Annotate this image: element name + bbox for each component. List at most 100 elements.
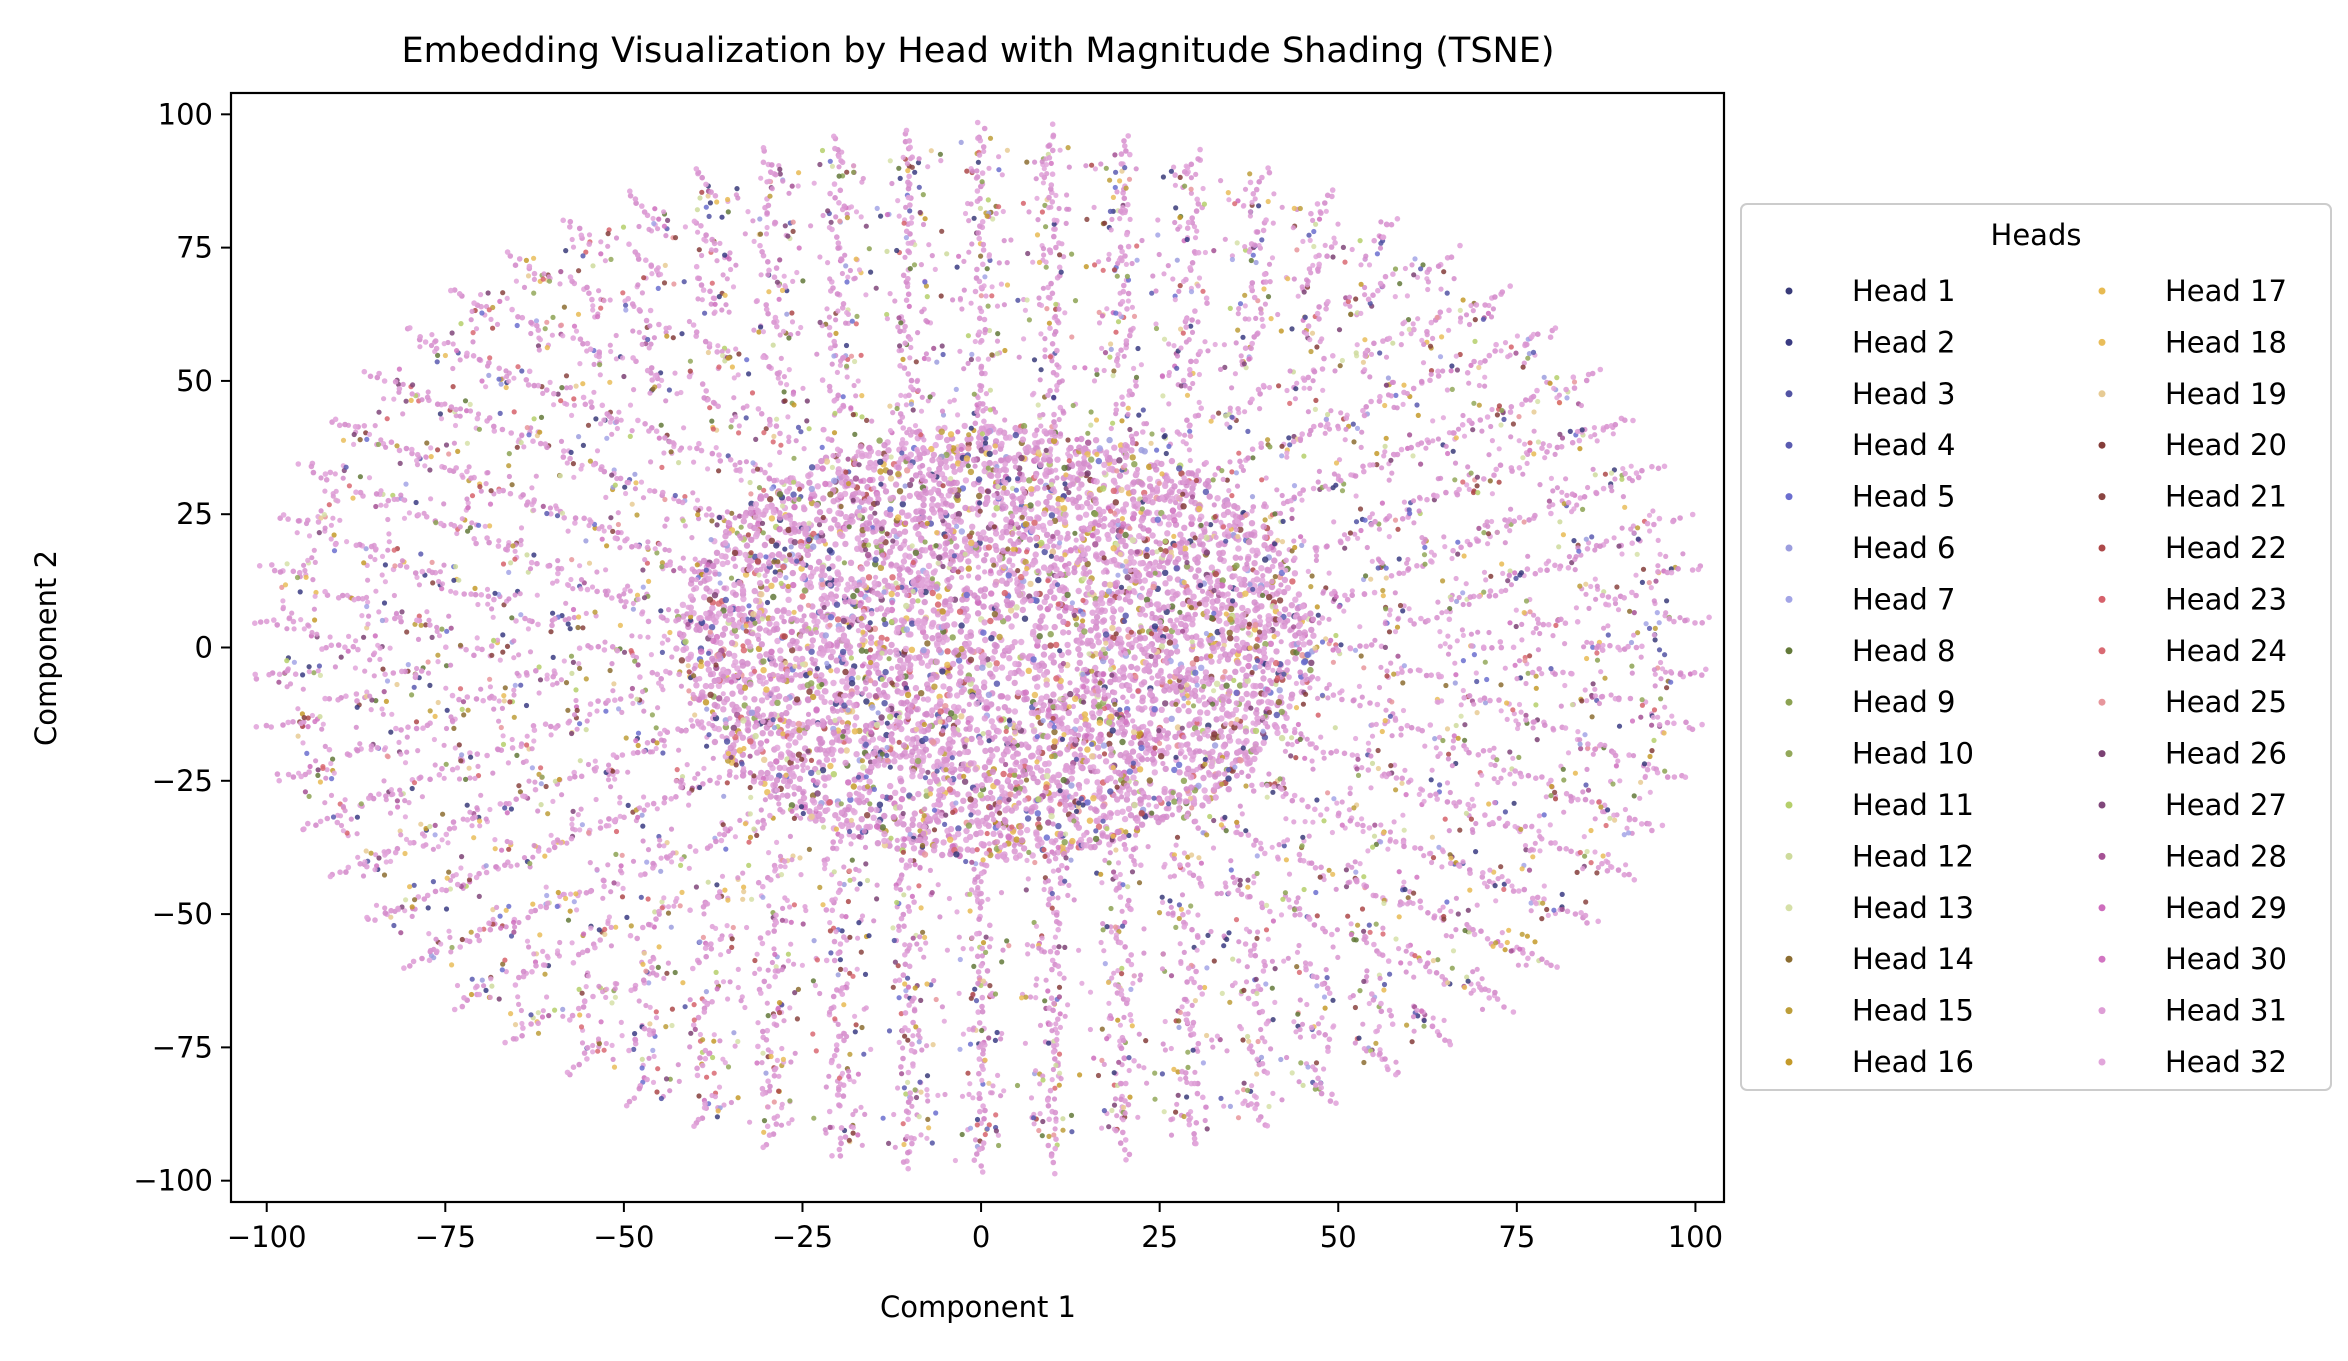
data-point (685, 655, 692, 663)
data-point (1119, 521, 1127, 528)
data-point (1172, 559, 1179, 566)
data-point (1069, 600, 1075, 606)
data-point (874, 840, 882, 847)
data-point (1265, 613, 1272, 620)
data-point (755, 508, 762, 515)
data-point (1028, 752, 1036, 760)
data-point (1014, 586, 1021, 593)
data-point (942, 509, 949, 516)
data-point (800, 794, 808, 802)
data-point (780, 608, 787, 615)
data-point (882, 668, 889, 676)
data-point (1150, 462, 1158, 469)
data-point (906, 665, 914, 673)
data-point (1096, 719, 1104, 726)
data-point (948, 528, 954, 534)
data-point (1216, 658, 1222, 665)
data-point (846, 524, 852, 530)
data-point (963, 585, 971, 592)
data-point (1135, 705, 1143, 712)
data-point (1034, 683, 1041, 690)
data-point (962, 551, 968, 557)
data-point (1013, 604, 1020, 611)
data-point (1256, 648, 1262, 654)
data-point (1123, 796, 1131, 803)
data-point (851, 599, 857, 605)
data-point (1094, 744, 1102, 751)
data-point (1095, 688, 1102, 694)
data-point (709, 655, 716, 662)
data-point (1187, 598, 1194, 605)
data-point (859, 452, 866, 460)
data-point (1109, 624, 1116, 632)
data-point (793, 672, 799, 678)
data-point (985, 729, 992, 737)
data-point (1021, 615, 1029, 622)
data-point (792, 739, 799, 746)
data-point (1124, 484, 1131, 491)
data-point (912, 524, 919, 531)
data-point (855, 675, 861, 681)
data-point (952, 730, 958, 736)
data-point (1126, 585, 1132, 591)
data-point (1138, 744, 1145, 752)
data-point (824, 660, 830, 667)
data-point (770, 593, 777, 601)
data-point (1090, 713, 1097, 721)
data-point (1047, 642, 1054, 649)
data-point (1087, 764, 1093, 771)
data-point (1185, 587, 1191, 593)
data-point (943, 767, 949, 773)
data-point (807, 583, 815, 591)
data-point (1185, 707, 1192, 715)
data-point (814, 689, 821, 696)
data-point (963, 642, 970, 650)
data-point (912, 684, 920, 692)
data-point (1019, 598, 1027, 605)
data-point (1076, 659, 1084, 666)
data-point (889, 574, 896, 581)
data-point (955, 825, 962, 832)
data-point (864, 525, 870, 532)
data-point (1027, 580, 1034, 588)
data-point (1085, 722, 1092, 729)
data-point (1059, 736, 1066, 742)
data-point (872, 518, 880, 525)
data-point (777, 647, 784, 654)
data-point (969, 693, 976, 700)
data-point (761, 541, 769, 549)
data-point (1065, 649, 1072, 656)
data-point (950, 463, 957, 470)
data-point (847, 649, 854, 656)
data-point (1100, 671, 1106, 677)
data-point (1003, 529, 1010, 536)
data-point (894, 682, 900, 688)
data-point (1239, 604, 1246, 612)
data-point (942, 500, 949, 507)
data-point (997, 613, 1004, 621)
data-point (864, 551, 872, 559)
data-point (921, 598, 928, 606)
data-point (983, 814, 990, 821)
data-point (1136, 766, 1144, 773)
data-point (1030, 727, 1038, 735)
data-point (1023, 806, 1029, 812)
data-point (1098, 590, 1106, 597)
data-point (1087, 627, 1095, 634)
data-point (1043, 543, 1051, 550)
data-point (831, 477, 838, 484)
data-point (1071, 565, 1078, 571)
data-point (929, 712, 935, 719)
data-point (950, 513, 956, 520)
data-point (816, 736, 823, 743)
data-point (780, 563, 787, 571)
data-point (1031, 558, 1039, 566)
data-point (1252, 727, 1260, 735)
data-point (751, 587, 758, 595)
data-point (807, 573, 815, 580)
data-point (1134, 569, 1140, 576)
data-point (918, 728, 924, 734)
data-point (927, 723, 933, 729)
data-point (925, 769, 931, 775)
data-point (1002, 467, 1010, 474)
